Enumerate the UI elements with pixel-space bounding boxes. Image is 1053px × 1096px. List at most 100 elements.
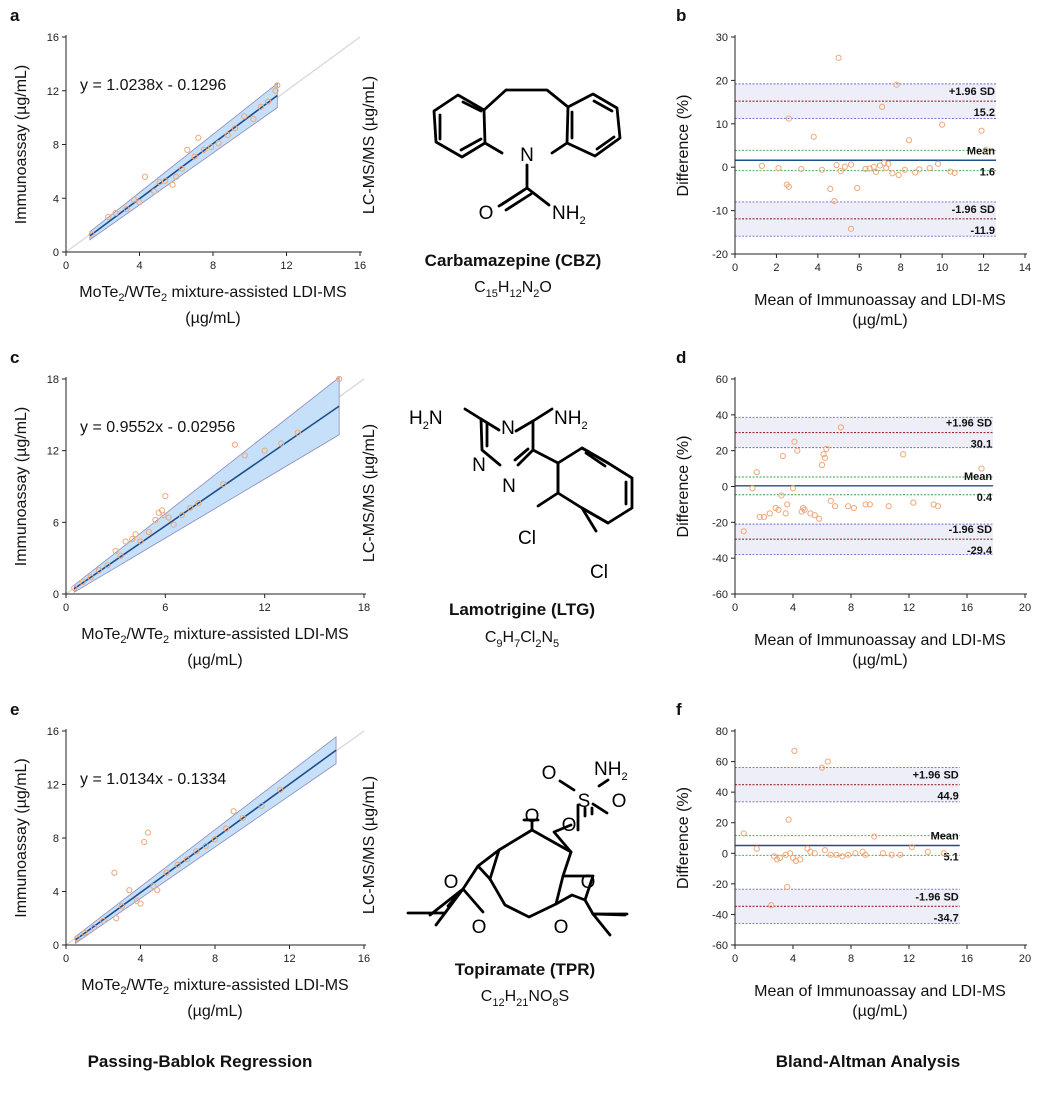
y-tick-label: 0 xyxy=(722,848,728,860)
y-tick-label: 0 xyxy=(722,482,728,494)
upper-sd-value: 30.1 xyxy=(971,439,992,451)
x-tick-label: 20 xyxy=(1019,602,1031,614)
mean-label: Mean xyxy=(967,145,995,157)
data-point xyxy=(775,506,782,513)
y-tick-label: 20 xyxy=(716,446,728,458)
data-point xyxy=(768,902,775,909)
formula-part: 2 xyxy=(535,638,541,650)
data-point xyxy=(811,850,818,857)
y-tick-label: -40 xyxy=(712,553,728,565)
data-point xyxy=(800,504,807,512)
data-point xyxy=(123,205,130,213)
y-tick-label: 4 xyxy=(53,193,59,205)
y-tick-label: 12 xyxy=(47,86,59,98)
data-point xyxy=(173,173,180,180)
data-point xyxy=(771,853,778,860)
data-point xyxy=(872,168,879,176)
data-point xyxy=(74,935,81,942)
data-point xyxy=(775,164,782,172)
data-point xyxy=(224,131,231,139)
x-label-part: mixture-assisted LDI-MS xyxy=(169,977,349,994)
data-point xyxy=(184,146,191,153)
ltg-cl1-atom: Cl xyxy=(518,528,536,549)
tpr-o6-atom: O xyxy=(581,872,596,893)
data-point xyxy=(112,209,119,217)
tpr-o1-atom: O xyxy=(542,763,557,784)
data-point xyxy=(215,140,222,147)
data-point xyxy=(912,169,919,176)
lower-sd-label: -1.96 SD xyxy=(952,204,995,216)
data-point xyxy=(145,528,152,535)
lower-sd-label: -1.96 SD xyxy=(949,524,992,536)
data-point xyxy=(239,814,247,822)
y-tick-label: 60 xyxy=(716,757,728,769)
data-point xyxy=(827,851,834,858)
panel-letter-e: e xyxy=(10,700,19,719)
data-point xyxy=(824,758,831,765)
panel-letter-d: d xyxy=(676,348,686,367)
data-point xyxy=(195,134,202,141)
data-point xyxy=(879,850,887,857)
lower-sd-value: -34.7 xyxy=(934,912,959,924)
tpr-o7-atom: O xyxy=(554,917,569,938)
y-tick-label: -60 xyxy=(712,940,728,952)
tpr-o2-atom: O xyxy=(612,791,627,812)
y-tick-label: -40 xyxy=(712,909,728,921)
data-point xyxy=(978,465,985,472)
y-tick-label: 12 xyxy=(47,780,59,792)
x-label-part: 2 xyxy=(118,292,124,304)
data-point xyxy=(169,181,176,188)
mean-value: 5.1 xyxy=(943,851,958,863)
panel-c: 0 6 12 18 0 6 12 18 c y = 0.9552x - 0.02956 Immuno… xyxy=(10,348,370,669)
y-tick-label: 0 xyxy=(722,162,728,174)
x-tick-label: 8 xyxy=(848,953,854,965)
data-point xyxy=(165,514,172,521)
formula-part: H xyxy=(505,988,517,1005)
data-point xyxy=(71,584,78,592)
formula-part: N xyxy=(541,629,553,646)
x-label-part: MoTe xyxy=(81,626,120,643)
data-point xyxy=(839,853,846,860)
lcms-label-e: LC-MS/MS (µg/mL) xyxy=(361,776,378,914)
data-point xyxy=(183,856,191,863)
data-point xyxy=(850,504,858,512)
y-tick-label: 8 xyxy=(53,140,59,152)
data-point xyxy=(885,503,892,510)
x-label-part: MoTe xyxy=(81,977,120,994)
data-point xyxy=(940,850,947,857)
data-point xyxy=(223,825,230,832)
data-point xyxy=(870,163,877,170)
data-point xyxy=(791,747,798,754)
regression-equation: y = 1.0134x - 0.1334 xyxy=(80,771,226,788)
formula-part: 2 xyxy=(533,288,539,300)
x-tick-label: 8 xyxy=(212,953,218,965)
x-axis-label: MoTe2/WTe2 mixture-assisted LDI-MS xyxy=(81,977,348,997)
y-tick-label: -10 xyxy=(712,206,728,218)
data-point xyxy=(257,103,264,110)
data-point xyxy=(820,451,827,458)
y-axis-label: Immunoassay (µg/mL) xyxy=(13,65,30,224)
data-point xyxy=(810,133,817,140)
data-point xyxy=(837,424,844,431)
x-label-part: /WTe xyxy=(127,977,164,994)
x-label-part: MoTe xyxy=(79,284,118,301)
data-point xyxy=(895,171,902,179)
cbz-formula: C15H12N2O xyxy=(474,279,552,300)
y-tick-label: 80 xyxy=(716,726,728,738)
formula-part: 12 xyxy=(492,997,504,1009)
x-tick-label: 8 xyxy=(848,602,854,614)
x-tick-label: 4 xyxy=(790,602,796,614)
data-point xyxy=(749,485,756,492)
x-tick-label: 4 xyxy=(137,953,143,965)
tpr-o3-atom: O xyxy=(562,815,577,836)
regression-line xyxy=(73,405,340,590)
data-point xyxy=(758,162,766,169)
data-point xyxy=(193,848,200,855)
panel-f: +1.96 SD 44.9 Mean 5.1 -1.96 SD -34.7 0 4 8 12 16 2… xyxy=(675,700,1031,1020)
formula-part: 12 xyxy=(509,288,521,300)
data-point xyxy=(753,469,760,476)
data-point xyxy=(241,452,248,459)
data-point xyxy=(187,504,194,512)
data-point xyxy=(982,146,989,153)
